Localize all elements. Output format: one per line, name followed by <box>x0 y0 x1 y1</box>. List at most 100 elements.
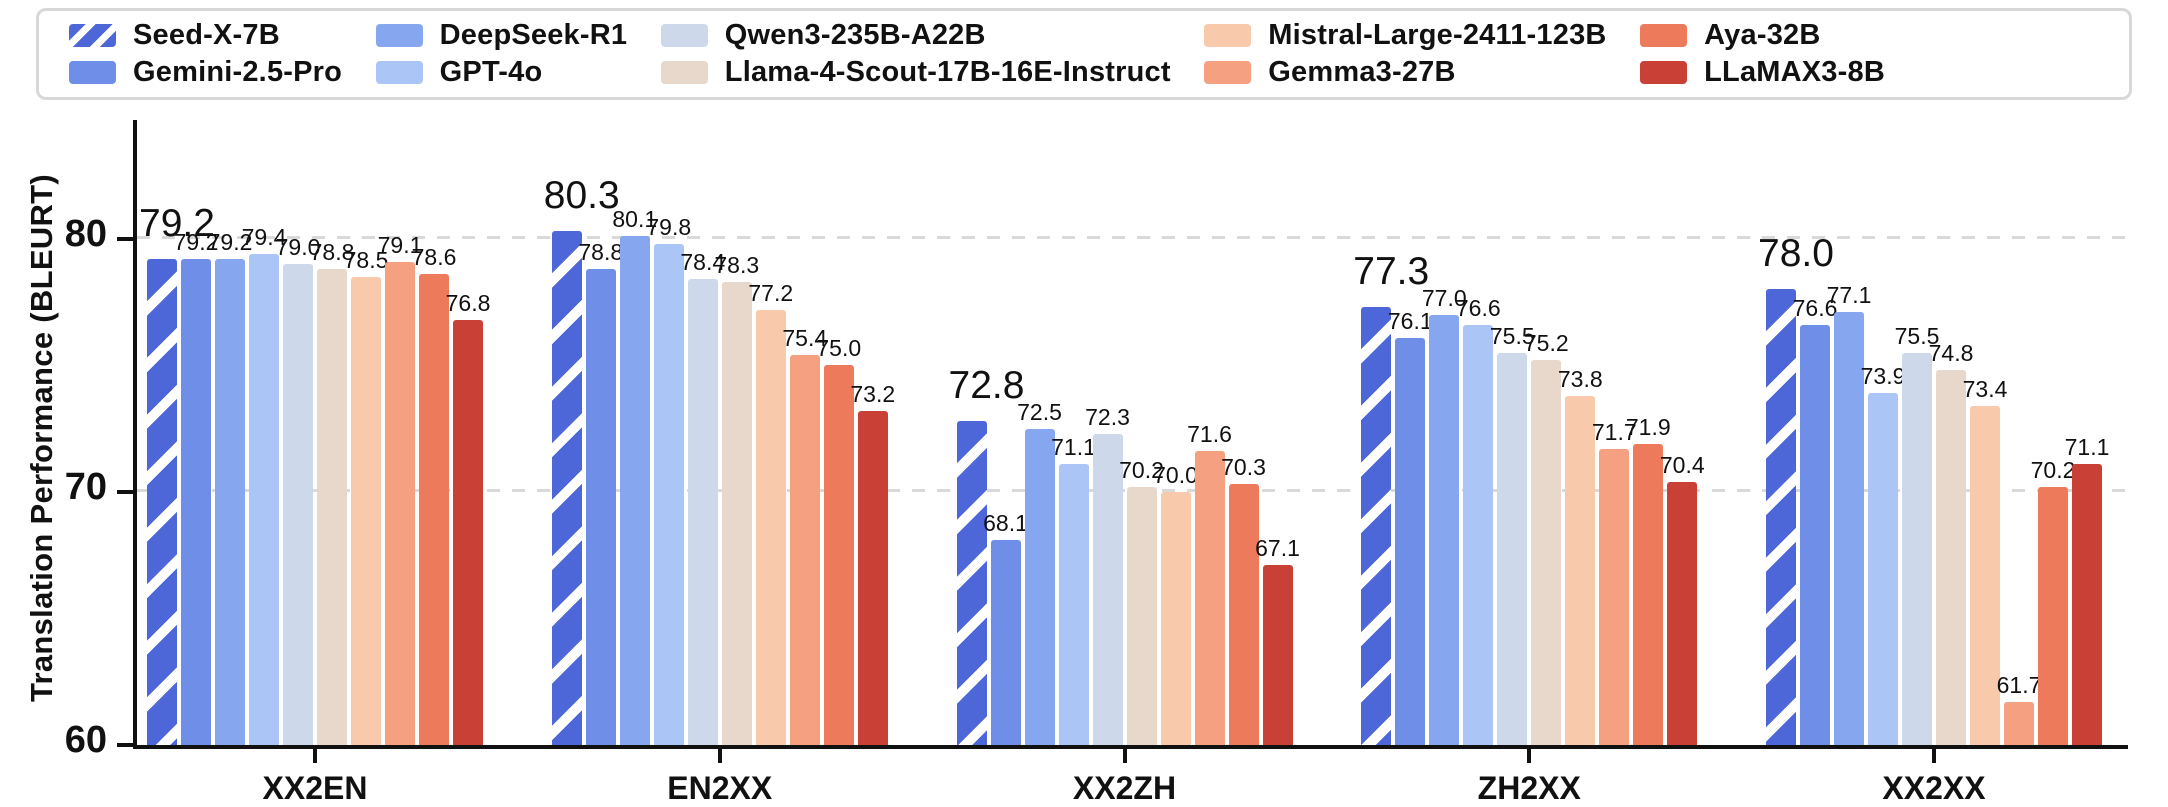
bar-value-label: 77.1 <box>1826 282 1872 309</box>
bar-value-label: 71.9 <box>1625 413 1671 440</box>
legend: Seed-X-7B Gemini-2.5-Pro DeepSeek-R1 GPT-4o… <box>36 8 2132 100</box>
bar-value-label: 74.8 <box>1928 340 1974 367</box>
bar-Llama-4-Scout-17B-16E-Instruct-ZH2XX: 75.2 <box>1524 332 1569 745</box>
bar-Mistral-Large-2411-123B-XX2EN: 78.5 <box>344 248 388 745</box>
bar-value-label: 76.1 <box>1387 307 1433 334</box>
legend-item-GPT-4o: GPT-4o <box>375 56 628 89</box>
bar-DeepSeek-R1-ZH2XX: 77.0 <box>1422 286 1467 745</box>
bar-DeepSeek-R1-EN2XX: 80.1 <box>612 208 657 745</box>
bar-Gemma3-27B-EN2XX: 75.4 <box>782 327 827 745</box>
legend-swatch-Mistral-Large-2411-123B <box>1204 24 1252 47</box>
bar-value-label: 71.1 <box>1051 434 1096 461</box>
legend-swatch-Qwen3-235B-A22B <box>660 24 708 47</box>
bar-LLaMAX3-8B-XX2ZH: 67.1 <box>1255 537 1300 745</box>
bar-value-label: 70.2 <box>1119 456 1164 483</box>
bar-Llama-4-Scout-17B-16E-Instruct-XX2ZH: 70.2 <box>1119 458 1164 745</box>
bar-value-label: 73.9 <box>1860 363 1906 390</box>
legend-label: Llama-4-Scout-17B-16E-Instruct <box>724 56 1171 88</box>
bar-GPT-4o-ZH2XX: 76.6 <box>1456 296 1501 745</box>
bar-value-label: 78.6 <box>411 244 457 271</box>
bar-value-label: 79.2 <box>207 229 253 256</box>
bar-LLaMAX3-8B-XX2EN: 76.8 <box>446 291 490 745</box>
bar-value-label: 78.5 <box>343 246 389 273</box>
legend-swatch-Seed-X-7B <box>69 24 116 47</box>
bar-Qwen3-235B-A22B-XX2EN: 79.0 <box>276 236 320 745</box>
legend-label: Aya-32B <box>1704 19 1821 51</box>
bar-value-label: 79.1 <box>377 231 423 258</box>
bar-group-XX2EN: 79.2 79.2 79.2 79.4 79.0 78.8 78.5 79.1 78.6 76.8… <box>139 204 490 806</box>
bar-groups: 79.2 79.2 79.2 79.4 79.0 78.8 78.5 79.1 78.6 76.8… <box>137 130 2128 806</box>
bar-value-label: 76.6 <box>1455 294 1501 321</box>
x-tick-mark-XX2ZH <box>1122 748 1127 763</box>
bar-Qwen3-235B-A22B-EN2XX: 78.4 <box>680 251 725 745</box>
bar-value-label: 76.8 <box>445 289 491 316</box>
gridline-80 <box>137 235 2128 239</box>
bar-DeepSeek-R1-XX2EN: 79.2 <box>208 231 252 745</box>
bar-value-label: 77.2 <box>748 279 794 306</box>
bar-value-label: 75.0 <box>816 335 862 362</box>
bar-Gemini-2.5-Pro-ZH2XX: 76.1 <box>1388 309 1433 745</box>
bar-value-label: 72.5 <box>1017 398 1062 425</box>
bar-value-label: 70.0 <box>1153 461 1198 488</box>
bar-Qwen3-235B-A22B-XX2XX: 75.5 <box>1895 324 1939 745</box>
bar-Gemma3-27B-XX2ZH: 71.6 <box>1187 423 1232 745</box>
bar-value-label: 73.8 <box>1557 365 1603 392</box>
x-category-label-XX2XX: XX2XX <box>1882 770 1986 806</box>
legend-swatch-LLaMAX3-8B <box>1640 61 1688 84</box>
bar-value-label: 78.0 <box>1758 232 1834 276</box>
legend-item-Llama-4-Scout-17B-16E-Instruct: Llama-4-Scout-17B-16E-Instruct <box>660 56 1171 89</box>
y-tick-label-60: 60 <box>64 719 107 761</box>
y-axis-title: Translation Performance (BLEURT) <box>24 173 59 703</box>
bar-value-label: 78.3 <box>714 251 760 278</box>
legend-label: LLaMAX3-8B <box>1704 56 1885 88</box>
plot-area: 60 70 80 79.2 79.2 79.2 79.4 79.0 78.8 78.5 79.1 7… <box>65 120 2128 806</box>
bar-Gemini-2.5-Pro-EN2XX: 78.8 <box>578 241 623 745</box>
bar-GPT-4o-XX2ZH: 71.1 <box>1051 436 1096 745</box>
x-tick-mark-XX2XX <box>1932 748 1936 763</box>
bar-Aya-32B-XX2EN: 78.6 <box>412 246 456 745</box>
bar-group-ZH2XX: 77.3 76.1 77.0 76.6 75.5 75.2 73.8 71.7 71.9 70.4… <box>1353 252 1705 806</box>
legend-label: Gemini-2.5-Pro <box>133 56 343 88</box>
bar-Llama-4-Scout-17B-16E-Instruct-EN2XX: 78.3 <box>714 253 759 745</box>
x-axis-spine <box>133 745 2128 749</box>
x-tick-mark-ZH2XX <box>1527 748 1532 763</box>
y-tick-mark-80 <box>117 236 133 241</box>
legend-label: Gemma3-27B <box>1268 56 1456 88</box>
bar-GPT-4o-EN2XX: 79.8 <box>646 215 691 745</box>
bar-value-label: 80.1 <box>612 206 658 233</box>
bar-value-label: 79.2 <box>139 202 215 246</box>
bar-Gemini-2.5-Pro-XX2EN: 79.2 <box>174 231 218 745</box>
bar-value-label: 71.7 <box>1591 418 1637 445</box>
bar-value-label: 71.6 <box>1187 421 1232 448</box>
bar-value-label: 76.6 <box>1792 294 1838 321</box>
bar-Mistral-Large-2411-123B-ZH2XX: 73.8 <box>1558 367 1603 745</box>
y-tick-mark-70 <box>117 489 133 494</box>
bar-value-label: 73.2 <box>850 380 896 407</box>
bar-value-label: 77.3 <box>1353 250 1430 294</box>
bar-Mistral-Large-2411-123B-XX2XX: 73.4 <box>1963 377 2007 745</box>
legend-label: Mistral-Large-2411-123B <box>1268 19 1607 51</box>
y-tick-label-70: 70 <box>64 465 107 508</box>
bar-Gemma3-27B-XX2XX: 61.7 <box>1997 673 2041 745</box>
y-axis-spine <box>133 120 137 749</box>
legend-swatch-Gemma3-27B <box>1204 61 1252 84</box>
bar-Gemma3-27B-XX2EN: 79.1 <box>378 233 422 745</box>
x-category-label-XX2ZH: XX2ZH <box>1072 770 1177 806</box>
bar-value-label: 71.1 <box>2064 434 2110 461</box>
bar-GPT-4o-XX2XX: 73.9 <box>1861 365 1905 745</box>
bar-value-label: 78.4 <box>680 249 726 276</box>
bar-LLaMAX3-8B-ZH2XX: 70.4 <box>1660 453 1705 745</box>
bar-Seed-X-7B-XX2EN: 79.2 <box>139 204 215 745</box>
bar-value-label: 67.1 <box>1255 535 1300 562</box>
bar-value-label: 70.3 <box>1221 454 1266 481</box>
bar-Gemini-2.5-Pro-XX2ZH: 68.1 <box>983 512 1028 745</box>
bar-LLaMAX3-8B-EN2XX: 73.2 <box>850 382 895 745</box>
bar-Mistral-Large-2411-123B-XX2ZH: 70.0 <box>1153 463 1198 745</box>
bar-value-label: 75.2 <box>1523 330 1569 357</box>
x-category-label-ZH2XX: ZH2XX <box>1477 770 1581 806</box>
bar-LLaMAX3-8B-XX2XX: 71.1 <box>2065 436 2109 745</box>
bar-value-label: 80.3 <box>543 174 620 218</box>
y-tick-mark-60 <box>117 743 133 747</box>
bar-Gemini-2.5-Pro-XX2XX: 76.6 <box>1793 296 1837 745</box>
bar-value-label: 61.7 <box>1996 671 2042 698</box>
